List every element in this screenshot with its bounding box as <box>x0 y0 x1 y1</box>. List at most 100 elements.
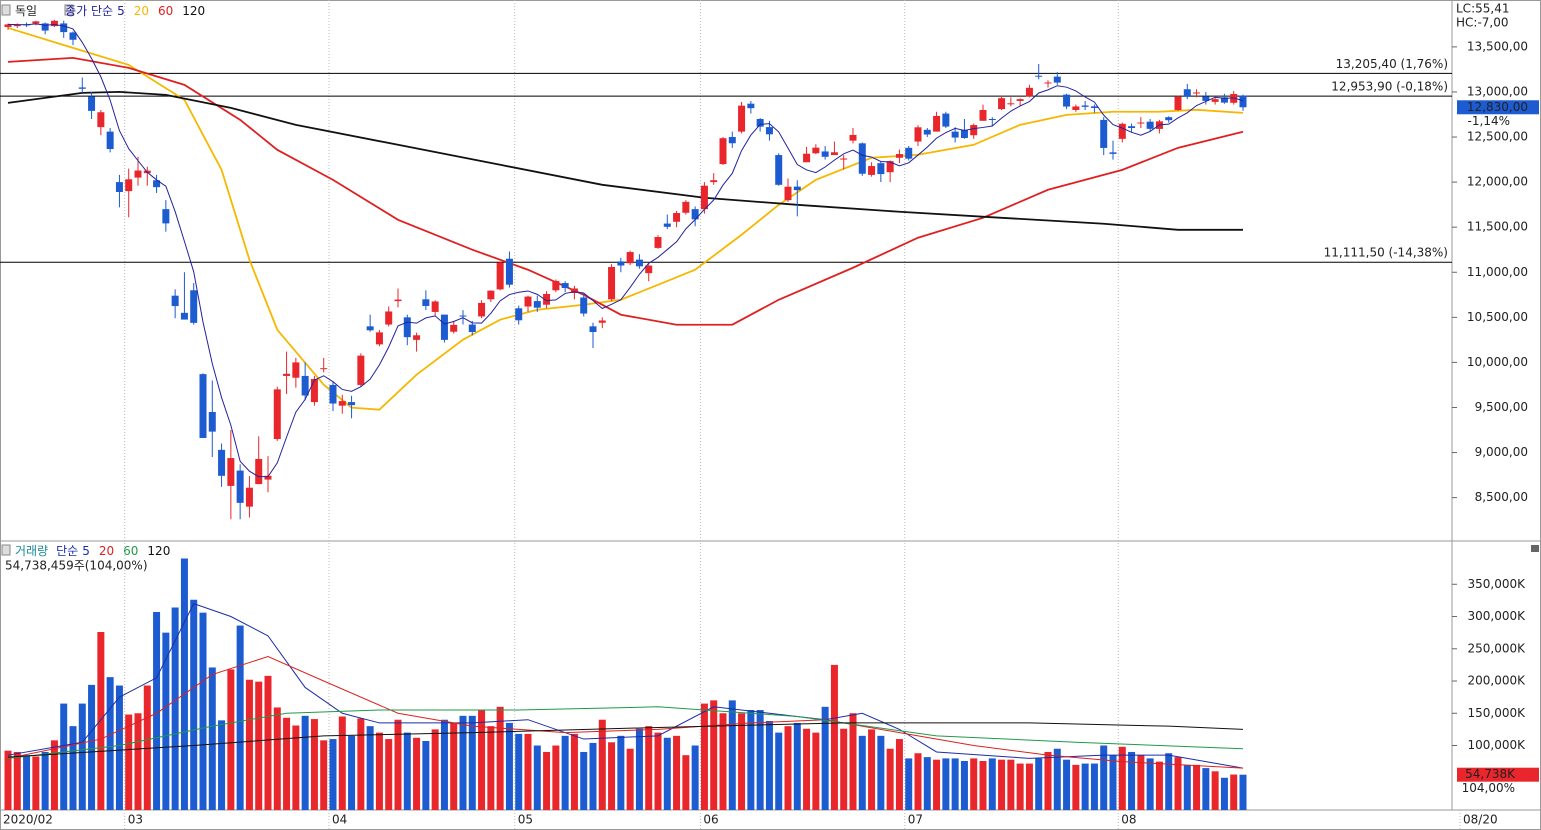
volume-bar <box>1081 763 1089 810</box>
candle-body <box>478 302 486 317</box>
volume-bar <box>227 669 235 810</box>
volume-bar <box>830 664 838 810</box>
volume-bar <box>496 706 504 810</box>
volume-bar <box>283 717 291 810</box>
x-tick-label: 05 <box>518 813 533 827</box>
volume-bar <box>97 632 105 810</box>
volume-bar <box>41 751 49 810</box>
candle-body <box>803 153 811 163</box>
candle-body <box>1072 106 1080 110</box>
y-tick-label: 9,500,00 <box>1475 400 1528 414</box>
candle-body <box>190 290 198 323</box>
volume-bar <box>905 758 913 810</box>
volume-bar <box>208 667 216 810</box>
candle-body <box>1174 96 1182 110</box>
candle-body <box>1016 99 1024 101</box>
y-tick-label: 100,000K <box>1468 738 1527 752</box>
volume-bar <box>589 742 597 810</box>
volume-bar <box>218 720 226 810</box>
volume-bar <box>431 729 439 810</box>
candle-body <box>886 161 894 173</box>
candle-body <box>765 127 773 135</box>
legend-entry: 5 <box>82 544 90 558</box>
candle-body <box>793 186 801 191</box>
candle-body <box>208 411 216 432</box>
y-tick-label: 8,500,00 <box>1475 490 1528 504</box>
candle-body <box>283 373 291 376</box>
candle-body <box>570 288 578 293</box>
volume-bar <box>366 726 374 810</box>
volume-bar <box>1109 755 1117 810</box>
candle-body <box>255 458 263 485</box>
volume-bar <box>422 740 430 810</box>
pane-button[interactable] <box>1531 545 1539 552</box>
candle-body <box>1025 87 1033 97</box>
candle-body <box>617 261 625 266</box>
candle-body <box>580 297 588 314</box>
candle-body <box>1146 121 1154 129</box>
volume-bar <box>329 739 337 810</box>
volume-bar <box>1174 757 1182 810</box>
candle-body <box>812 147 820 154</box>
price-legend: 독일 종가 단순 5 20 60 120 <box>15 4 205 18</box>
volume-bar <box>134 713 142 810</box>
candle-body <box>1183 89 1191 97</box>
candle-body <box>561 283 569 289</box>
volume-bar <box>1090 763 1098 810</box>
candle-body <box>1081 105 1089 107</box>
volume-bar <box>719 713 727 810</box>
volume-bar <box>821 706 829 810</box>
volume-bar <box>1193 764 1201 810</box>
price-level-label: 13,205,40 (1,76%) <box>1336 57 1448 71</box>
candle-body <box>1230 94 1238 103</box>
candle-body <box>533 301 541 308</box>
candle-body <box>710 180 718 183</box>
moving-average-line <box>7 722 1244 758</box>
current-volume-box <box>1457 767 1539 782</box>
volume-bar <box>264 675 272 810</box>
volume-bar <box>1183 764 1191 810</box>
candle-body <box>1137 122 1145 124</box>
volume-bar <box>1016 763 1024 810</box>
candle-body <box>60 23 68 33</box>
candle-body <box>1035 75 1043 77</box>
candle-body <box>1165 117 1173 121</box>
volume-bar <box>803 728 811 810</box>
legend-icon <box>64 4 74 16</box>
volume-bar <box>440 719 448 810</box>
candle-body <box>273 389 281 440</box>
legend-title: 독일 <box>15 4 37 18</box>
y-tick-label: 150,000K <box>1468 706 1527 720</box>
volume-bar <box>162 632 170 810</box>
legend-prefix: 단순 <box>56 544 78 558</box>
legend-icon <box>1 4 11 16</box>
legend-entry: 60 <box>123 544 138 558</box>
candle-body <box>775 155 783 185</box>
volume-bar <box>691 745 699 810</box>
legend-icon <box>1 544 11 556</box>
candle-body <box>487 290 495 300</box>
candle-body <box>1118 123 1126 139</box>
candle-body <box>895 154 903 158</box>
candle-body <box>366 326 374 331</box>
volume-bar <box>1146 758 1154 810</box>
candle-body <box>403 317 411 338</box>
candle-body <box>1239 95 1247 108</box>
volume-bar <box>413 737 421 810</box>
x-tick-label: 2020/02 <box>3 813 53 827</box>
candle-body <box>292 362 300 378</box>
candle-body <box>608 267 616 300</box>
volume-bar <box>292 725 300 810</box>
candle-body <box>13 24 21 27</box>
x-tick-label: 07 <box>908 813 923 827</box>
legend-entry: 120 <box>147 544 170 558</box>
candle-body <box>134 170 142 178</box>
volume-bar <box>199 612 207 810</box>
candle-body <box>32 21 40 24</box>
volume-bar <box>310 719 318 810</box>
candle-body <box>348 402 356 406</box>
candle-body <box>626 252 634 264</box>
volume-bar <box>1220 777 1228 810</box>
